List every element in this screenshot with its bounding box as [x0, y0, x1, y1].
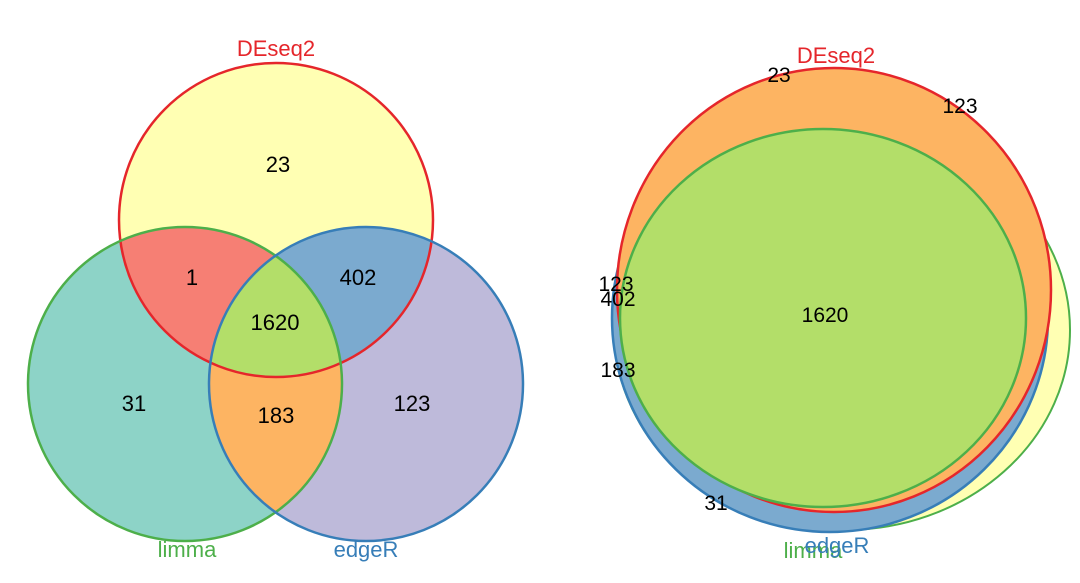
- limma-circle-outline: [26, 225, 344, 543]
- count-deseq2-only: 23: [266, 152, 290, 177]
- right-count-left-402: 402: [600, 288, 635, 311]
- deseq2-circle-outline: [117, 61, 435, 379]
- right-count-center: 1620: [802, 304, 849, 327]
- right-count-left-123: 123: [598, 273, 633, 296]
- count-all-three: 1620: [251, 310, 300, 335]
- right-count-left-183: 183: [600, 359, 635, 382]
- edger-set-label: edgeR: [334, 537, 399, 562]
- count-limma-edger: 183: [258, 403, 295, 428]
- right-count-deseq2-only: 23: [767, 64, 790, 87]
- core-overlap-ellipse: [618, 127, 1028, 509]
- right-venn: DEseq2 limma edgeR 23 123 123 402 1620 1…: [598, 43, 1071, 563]
- right-count-bottom-31: 31: [704, 492, 727, 515]
- deseq2-set-label: DEseq2: [237, 36, 315, 61]
- right-count-edger-top: 123: [942, 95, 977, 118]
- right-edger-label: edgeR: [805, 533, 870, 558]
- region-all-three: [209, 227, 342, 377]
- limma-set-label: limma: [158, 537, 217, 562]
- count-deseq2-limma: 1: [186, 265, 198, 290]
- count-deseq2-edger: 402: [340, 265, 377, 290]
- count-limma-only: 31: [122, 391, 146, 416]
- count-edger-only: 123: [394, 391, 431, 416]
- edger-circle-outline: [207, 225, 525, 543]
- left-venn: DEseq2 limma edgeR 23 1 402 1620 31 183 …: [26, 36, 525, 562]
- right-deseq2-label: DEseq2: [797, 43, 875, 68]
- right-limma-label: limma: [784, 538, 843, 563]
